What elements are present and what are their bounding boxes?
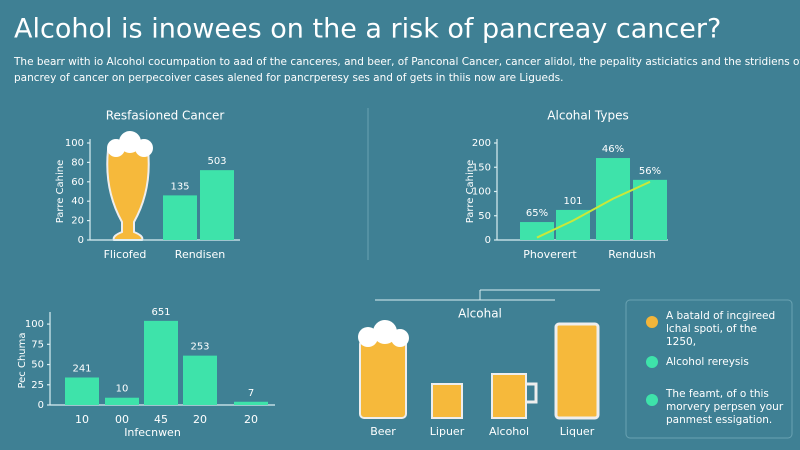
drink-label: Beer	[370, 425, 396, 438]
bar-label: 101	[563, 196, 582, 207]
note-text: morvery perpsen your	[666, 401, 784, 413]
bar	[200, 170, 234, 240]
chart-title: Resfasioned Cancer	[106, 109, 225, 123]
bar	[65, 377, 99, 405]
drink-label: Liquer	[560, 425, 595, 438]
y-tick-label: 100	[472, 187, 491, 198]
x-tick-label: 20	[244, 413, 258, 426]
chart-title: Alcohal Types	[547, 109, 628, 123]
y-tick-label: 150	[472, 162, 491, 173]
y-tick-label: 0	[78, 235, 84, 246]
x-tick-label: 10	[75, 413, 89, 426]
bar-label: 10	[116, 384, 129, 395]
bar-label: 503	[207, 156, 226, 167]
bar-label: 135	[170, 181, 189, 192]
x-tick-label: Flicofed	[104, 248, 147, 261]
y-tick-label: 200	[472, 138, 491, 149]
bar	[520, 222, 554, 240]
y-axis-label: Parre Cahine	[55, 160, 66, 224]
bar-label: 241	[72, 363, 91, 374]
drinks-title: Alcohal	[458, 307, 502, 321]
y-tick-label: 80	[71, 157, 84, 168]
title: Alcohol is inowees on the a risk of panc…	[14, 14, 721, 45]
note-text: 1250,	[666, 336, 696, 348]
subtitle: pancrey of cancer on perpecoiver cases a…	[14, 72, 563, 84]
x-tick-label: Phoverert	[523, 248, 577, 261]
bar-label: 65%	[526, 208, 548, 219]
bar	[633, 179, 667, 240]
bar-label: 651	[151, 307, 170, 318]
note-text: panmest essigation.	[666, 414, 772, 426]
note-text: Alcohol rereysis	[666, 356, 749, 368]
y-tick-label: 50	[31, 360, 44, 371]
x-tick-label: 45	[154, 413, 168, 426]
y-tick-label: 100	[65, 138, 84, 149]
note-dot	[646, 316, 658, 328]
bar	[163, 195, 197, 240]
y-tick-label: 100	[25, 319, 44, 330]
notes-panel	[625, 299, 793, 439]
bar	[105, 397, 139, 405]
bar-label: 46%	[602, 144, 624, 155]
note-text: The feamt, of o this	[665, 388, 769, 400]
x-tick-label: 00	[115, 413, 129, 426]
y-axis-label: Parre Cahine	[465, 160, 476, 224]
y-tick-label: 0	[38, 400, 44, 411]
beer-glass	[106, 131, 153, 241]
y-tick-label: 20	[71, 216, 84, 227]
y-tick-label: 40	[71, 196, 84, 207]
note-dot	[646, 394, 658, 406]
x-tick-label: 20	[193, 413, 207, 426]
bar-label: 7	[248, 388, 254, 399]
drink-label: Lipuer	[430, 425, 465, 438]
trend-line	[536, 180, 651, 239]
y-tick-label: 60	[71, 177, 84, 188]
bar-label: 253	[190, 342, 209, 353]
x-tick-label: Rendisen	[175, 248, 225, 261]
bar	[234, 401, 268, 405]
y-tick-label: 75	[31, 339, 44, 350]
y-tick-label: 50	[478, 211, 491, 222]
bar-label: 56%	[639, 166, 661, 177]
bar	[144, 320, 178, 405]
drinks-illustration	[358, 289, 600, 420]
bar	[183, 355, 217, 405]
note-dot	[646, 356, 658, 368]
subtitle: The bearr with io Alcohol cocumpation to…	[13, 56, 800, 68]
note-text: lchal spoti, of the	[666, 323, 757, 335]
y-axis-label: Pec Chuma	[17, 332, 28, 388]
drink-label: Alcohol	[489, 425, 529, 438]
note-text: A batald of incgireed	[666, 310, 775, 322]
y-tick-label: 25	[31, 380, 44, 391]
x-tick-label: Rendush	[608, 248, 656, 261]
x-axis-label: Infecnwen	[124, 426, 181, 439]
y-tick-label: 0	[485, 235, 491, 246]
